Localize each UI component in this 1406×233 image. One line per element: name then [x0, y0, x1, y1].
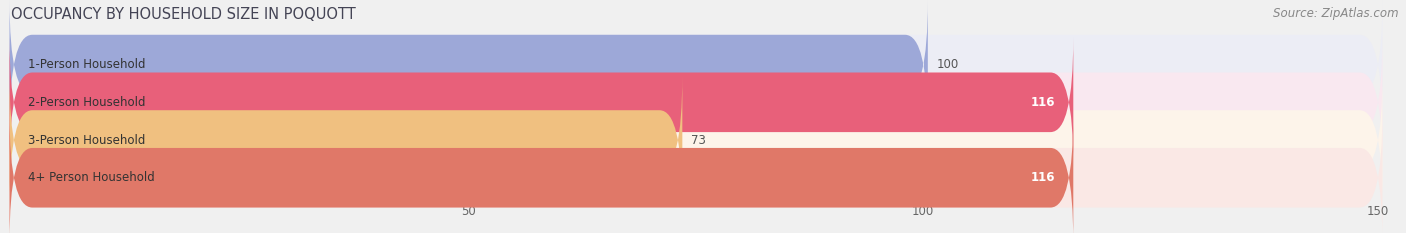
Text: 4+ Person Household: 4+ Person Household [28, 171, 155, 184]
Text: 1-Person Household: 1-Person Household [28, 58, 145, 71]
FancyBboxPatch shape [10, 0, 928, 129]
FancyBboxPatch shape [10, 0, 1382, 129]
Text: 3-Person Household: 3-Person Household [28, 134, 145, 147]
Text: 100: 100 [936, 58, 959, 71]
Text: 2-Person Household: 2-Person Household [28, 96, 145, 109]
Text: 73: 73 [692, 134, 706, 147]
Text: OCCUPANCY BY HOUSEHOLD SIZE IN POQUOTT: OCCUPANCY BY HOUSEHOLD SIZE IN POQUOTT [11, 7, 356, 22]
Text: Source: ZipAtlas.com: Source: ZipAtlas.com [1274, 7, 1399, 20]
FancyBboxPatch shape [10, 113, 1382, 233]
FancyBboxPatch shape [10, 113, 1073, 233]
FancyBboxPatch shape [10, 75, 682, 205]
FancyBboxPatch shape [10, 38, 1073, 167]
Text: 116: 116 [1031, 171, 1054, 184]
Text: 116: 116 [1031, 96, 1054, 109]
FancyBboxPatch shape [10, 75, 1382, 205]
FancyBboxPatch shape [10, 38, 1382, 167]
